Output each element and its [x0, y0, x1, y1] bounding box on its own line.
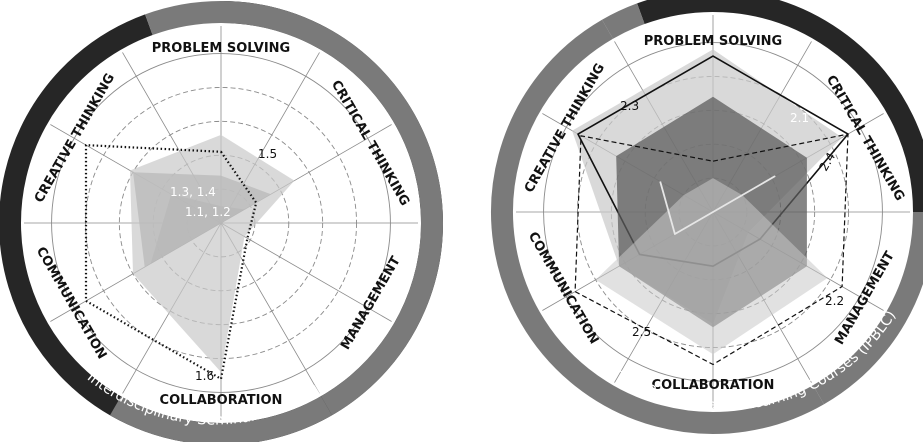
isc-radar-chart: PROBLEM SOLVING CRITICAL THINKING MANAGE… — [0, 1, 443, 442]
ipblc-series-3 — [574, 133, 849, 366]
isc-ring-segment — [110, 396, 332, 442]
isc-data-labels: 1.5 1.3, 1.4 1.1, 1.2 1.6 — [170, 147, 277, 383]
isc-ring-segment — [145, 1, 443, 416]
ipblc-label-2-5: 2.5 — [632, 325, 651, 339]
ipblc-label-2-3: 2.3 — [620, 99, 639, 113]
ipblc-ring-segment — [602, 3, 645, 39]
ipblc-label-2-2: 2.2 — [825, 294, 844, 308]
isc-axis-label-collaboration: COLLABORATION — [160, 393, 283, 408]
ipblc-outer-ring — [491, 0, 923, 434]
ipblc-ring-segment — [637, 0, 923, 213]
ipblc-data-labels: 2.3 2.1 2.4 2.2 2.5 — [620, 99, 844, 339]
ipblc-ring-segment — [491, 19, 824, 434]
ipblc-ring-segment — [812, 211, 923, 405]
isc-label-1-1-1-2: 1.1, 1.2 — [185, 205, 231, 219]
isc-outer-ring — [0, 1, 443, 442]
isc-label-1-3-1-4: 1.3, 1.4 — [170, 185, 216, 199]
ipblc-series-5 — [659, 175, 776, 235]
isc-series-group — [84, 134, 295, 380]
ipblc-axis-label-problem-solving: PROBLEM SOLVING — [644, 34, 782, 49]
ipblc-series-4 — [595, 178, 828, 355]
isc-label-1-5: 1.5 — [258, 147, 277, 161]
isc-series-2 — [130, 134, 295, 373]
ipblc-series-group — [572, 49, 849, 366]
ipblc-label-2-1: 2.1 — [790, 111, 809, 125]
ipblc-axis-label-collaboration: COLLABORATION — [652, 378, 775, 393]
isc-series-3 — [84, 144, 258, 380]
isc-grid-spoke — [220, 222, 392, 322]
isc-label-1-6: 1.6 — [195, 369, 214, 383]
ipblc-radar-chart: PROBLEM SOLVING CRITICAL THINKING MANAGE… — [491, 0, 923, 434]
isc-axis-label-problem-solving: PROBLEM SOLVING — [152, 41, 290, 56]
